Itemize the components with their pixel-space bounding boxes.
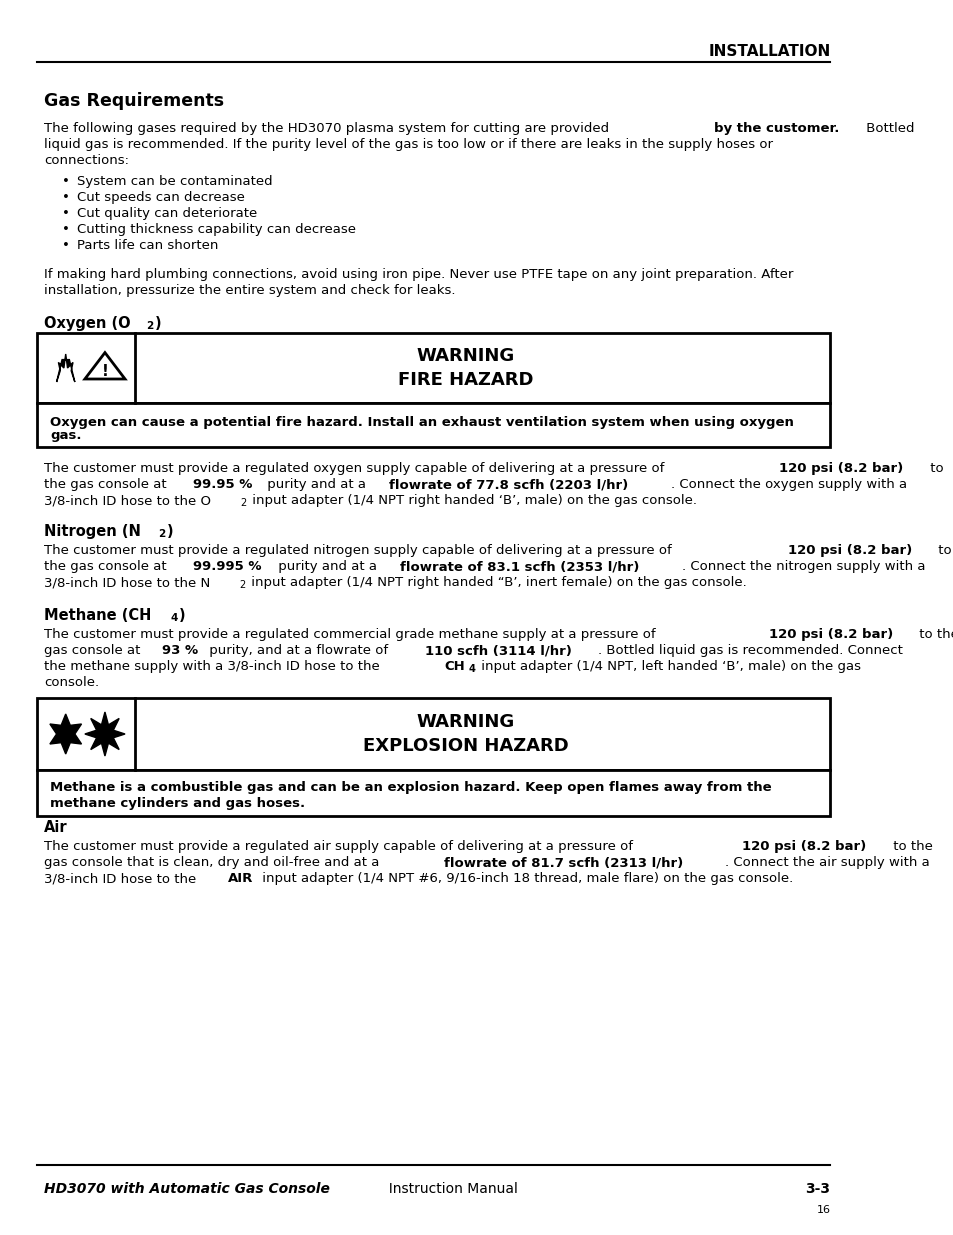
Text: •: • — [62, 224, 70, 236]
Text: the gas console at: the gas console at — [44, 478, 171, 492]
Text: HD3070 with Automatic Gas Console: HD3070 with Automatic Gas Console — [44, 1182, 330, 1195]
Text: installation, pressurize the entire system and check for leaks.: installation, pressurize the entire syst… — [44, 284, 455, 296]
Text: by the customer.: by the customer. — [714, 122, 839, 135]
Text: the gas console at: the gas console at — [44, 559, 171, 573]
Text: CH: CH — [444, 659, 464, 673]
Text: 3/8-inch ID hose to the N: 3/8-inch ID hose to the N — [44, 576, 210, 589]
Text: . Connect the air supply with a: . Connect the air supply with a — [724, 856, 929, 869]
Text: methane cylinders and gas hoses.: methane cylinders and gas hoses. — [51, 797, 305, 810]
Text: 4: 4 — [468, 664, 475, 674]
Text: input adapter (1/4 NPT, left handed ‘B’, male) on the gas: input adapter (1/4 NPT, left handed ‘B’,… — [476, 659, 860, 673]
Text: WARNING
FIRE HAZARD: WARNING FIRE HAZARD — [397, 347, 533, 389]
Text: flowrate of 83.1 scfh (2353 l/hr): flowrate of 83.1 scfh (2353 l/hr) — [399, 559, 639, 573]
Text: flowrate of 81.7 scfh (2313 l/hr): flowrate of 81.7 scfh (2313 l/hr) — [443, 856, 682, 869]
Text: •: • — [62, 240, 70, 252]
Text: The following gases required by the HD3070 plasma system for cutting are provide: The following gases required by the HD30… — [44, 122, 613, 135]
Text: The customer must provide a regulated air supply capable of delivering at a pres: The customer must provide a regulated ai… — [44, 840, 637, 853]
Text: ): ) — [179, 608, 186, 622]
Text: input adapter (1/4 NPT right handed “B’, inert female) on the gas console.: input adapter (1/4 NPT right handed “B’,… — [247, 576, 746, 589]
Text: 120 psi (8.2 bar): 120 psi (8.2 bar) — [768, 629, 892, 641]
Text: 120 psi (8.2 bar): 120 psi (8.2 bar) — [787, 543, 911, 557]
Text: 120 psi (8.2 bar): 120 psi (8.2 bar) — [741, 840, 865, 853]
Text: to the: to the — [915, 629, 953, 641]
Text: If making hard plumbing connections, avoid using iron pipe. Never use PTFE tape : If making hard plumbing connections, avo… — [44, 268, 792, 282]
Text: The customer must provide a regulated nitrogen supply capable of delivering at a: The customer must provide a regulated ni… — [44, 543, 675, 557]
Bar — [36, 333, 830, 403]
Text: •: • — [62, 207, 70, 220]
Text: input adapter (1/4 NPT right handed ‘B’, male) on the gas console.: input adapter (1/4 NPT right handed ‘B’,… — [248, 494, 696, 508]
Text: . Connect the oxygen supply with a: . Connect the oxygen supply with a — [671, 478, 906, 492]
Text: gas console at: gas console at — [44, 643, 144, 657]
Text: 120 psi (8.2 bar): 120 psi (8.2 bar) — [779, 462, 902, 475]
Text: Oxygen (O: Oxygen (O — [44, 316, 131, 331]
Text: •: • — [62, 191, 70, 204]
Bar — [36, 403, 830, 447]
Text: the methane supply with a 3/8-inch ID hose to the: the methane supply with a 3/8-inch ID ho… — [44, 659, 383, 673]
Text: gas console that is clean, dry and oil-free and at a: gas console that is clean, dry and oil-f… — [44, 856, 383, 869]
Polygon shape — [85, 353, 125, 379]
Bar — [36, 698, 830, 769]
Text: Nitrogen (N: Nitrogen (N — [44, 524, 140, 538]
Text: 2: 2 — [146, 321, 152, 331]
Text: . Bottled liquid gas is recommended. Connect: . Bottled liquid gas is recommended. Con… — [598, 643, 902, 657]
Text: !: ! — [101, 363, 109, 378]
Text: 2: 2 — [239, 580, 246, 590]
Text: ): ) — [166, 524, 172, 538]
Text: The customer must provide a regulated oxygen supply capable of delivering at a p: The customer must provide a regulated ox… — [44, 462, 668, 475]
Text: input adapter (1/4 NPT #6, 9/16-inch 18 thread, male flare) on the gas console.: input adapter (1/4 NPT #6, 9/16-inch 18 … — [257, 872, 792, 885]
Text: Instruction Manual: Instruction Manual — [380, 1182, 517, 1195]
Text: 99.95 %: 99.95 % — [193, 478, 253, 492]
Text: . Connect the nitrogen supply with a: . Connect the nitrogen supply with a — [681, 559, 924, 573]
Text: WARNING
EXPLOSION HAZARD: WARNING EXPLOSION HAZARD — [362, 713, 568, 755]
Text: flowrate of 77.8 scfh (2203 l/hr): flowrate of 77.8 scfh (2203 l/hr) — [389, 478, 628, 492]
Text: Cutting thickness capability can decrease: Cutting thickness capability can decreas… — [76, 224, 355, 236]
Text: gas.: gas. — [51, 430, 82, 442]
Text: Bottled: Bottled — [861, 122, 914, 135]
Text: Cut speeds can decrease: Cut speeds can decrease — [76, 191, 244, 204]
Text: AIR: AIR — [228, 872, 253, 885]
Text: Parts life can shorten: Parts life can shorten — [76, 240, 218, 252]
Text: purity and at a: purity and at a — [274, 559, 381, 573]
Text: ): ) — [154, 316, 161, 331]
Text: 110 scfh (3114 l/hr): 110 scfh (3114 l/hr) — [425, 643, 572, 657]
Text: Methane is a combustible gas and can be an explosion hazard. Keep open flames aw: Methane is a combustible gas and can be … — [51, 781, 771, 794]
Text: purity, and at a flowrate of: purity, and at a flowrate of — [205, 643, 392, 657]
Polygon shape — [56, 354, 74, 382]
Text: Air: Air — [44, 820, 68, 835]
Text: to: to — [924, 462, 943, 475]
Text: 3-3: 3-3 — [804, 1182, 830, 1195]
Text: console.: console. — [44, 676, 99, 689]
Text: to the: to the — [888, 840, 932, 853]
Text: 93 %: 93 % — [162, 643, 198, 657]
Text: 99.995 %: 99.995 % — [193, 559, 261, 573]
Text: 3/8-inch ID hose to the: 3/8-inch ID hose to the — [44, 872, 200, 885]
Text: purity and at a: purity and at a — [263, 478, 370, 492]
Text: Methane (CH: Methane (CH — [44, 608, 151, 622]
Text: Cut quality can deteriorate: Cut quality can deteriorate — [76, 207, 256, 220]
Bar — [36, 769, 830, 816]
Text: Gas Requirements: Gas Requirements — [44, 91, 224, 110]
Polygon shape — [50, 714, 81, 755]
Text: connections:: connections: — [44, 154, 129, 167]
Polygon shape — [85, 713, 125, 756]
Text: Oxygen can cause a potential fire hazard. Install an exhaust ventilation system : Oxygen can cause a potential fire hazard… — [51, 416, 793, 430]
Text: 2: 2 — [240, 498, 247, 508]
Text: to: to — [933, 543, 951, 557]
Text: 4: 4 — [170, 613, 177, 622]
Text: 3/8-inch ID hose to the O: 3/8-inch ID hose to the O — [44, 494, 211, 508]
Text: liquid gas is recommended. If the purity level of the gas is too low or if there: liquid gas is recommended. If the purity… — [44, 138, 772, 151]
Text: INSTALLATION: INSTALLATION — [707, 44, 830, 59]
Text: •: • — [62, 175, 70, 188]
Text: 2: 2 — [157, 529, 165, 538]
Text: 16: 16 — [816, 1205, 830, 1215]
Text: System can be contaminated: System can be contaminated — [76, 175, 272, 188]
Text: The customer must provide a regulated commercial grade methane supply at a press: The customer must provide a regulated co… — [44, 629, 659, 641]
